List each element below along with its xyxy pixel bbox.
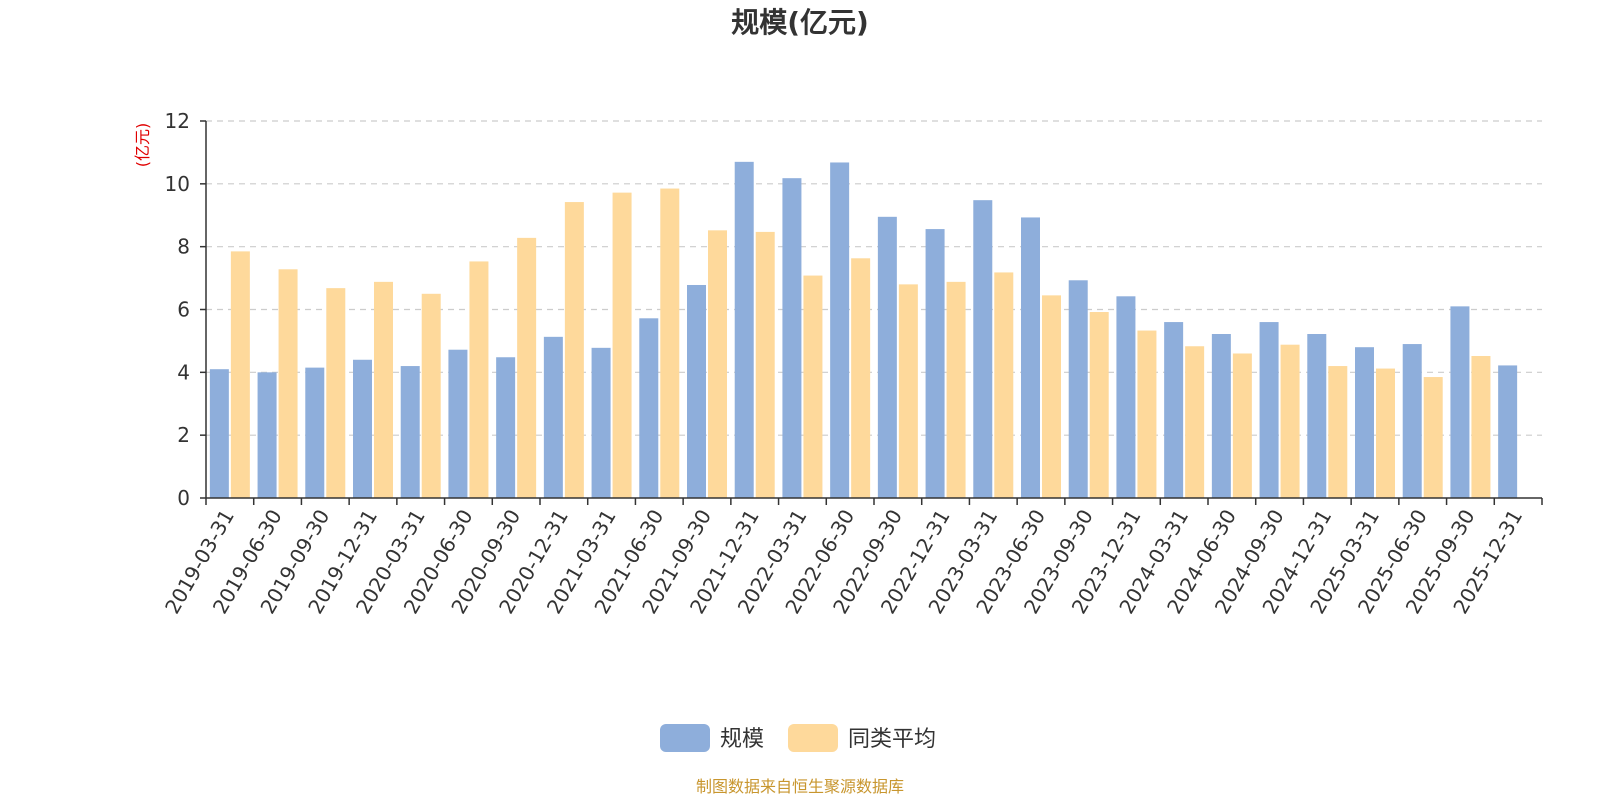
bar-scale-2019-06-30[interactable] <box>257 372 277 498</box>
bar-scale-2025-06-30[interactable] <box>1402 344 1422 498</box>
bar-category-average-2023-03-31[interactable] <box>994 272 1014 498</box>
bar-scale-2022-06-30[interactable] <box>830 162 850 498</box>
bar-category-average-2025-09-30[interactable] <box>1471 355 1491 498</box>
bar-scale-2021-06-30[interactable] <box>639 318 659 498</box>
bar-category-average-2025-03-31[interactable] <box>1376 368 1395 498</box>
bar-scale-2023-06-30[interactable] <box>1021 217 1040 499</box>
bar-scale-2020-03-31[interactable] <box>400 366 420 498</box>
bar-category-average-2022-12-31[interactable] <box>946 281 966 498</box>
bar-category-average-2019-03-31[interactable] <box>230 251 250 498</box>
legend: 规模 同类平均 <box>660 724 936 752</box>
data-source-note: 制图数据来自恒生聚源数据库 <box>696 777 904 796</box>
y-tick-label: 2 <box>177 423 190 447</box>
y-tick-label: 0 <box>177 486 190 510</box>
bar-scale-2024-03-31[interactable] <box>1164 322 1184 498</box>
bar-category-average-2023-12-31[interactable] <box>1137 330 1157 498</box>
bar-scale-2020-12-31[interactable] <box>543 336 563 498</box>
bar-category-average-2022-09-30[interactable] <box>898 284 918 498</box>
bar-scale-2023-03-31[interactable] <box>973 200 993 499</box>
bar-scale-2025-12-31[interactable] <box>1498 365 1518 498</box>
bar-category-average-2022-03-31[interactable] <box>803 275 823 498</box>
bar-scale-2019-09-30[interactable] <box>305 367 325 498</box>
bar-category-average-2024-06-30[interactable] <box>1232 353 1252 498</box>
bar-category-average-2024-03-31[interactable] <box>1185 346 1205 498</box>
legend-swatch-category-average <box>788 724 838 752</box>
bar-category-average-2019-12-31[interactable] <box>374 281 393 498</box>
bar-scale-2022-12-31[interactable] <box>925 229 945 498</box>
bar-scale-2022-03-31[interactable] <box>782 178 802 498</box>
y-tick-label: 6 <box>177 298 190 322</box>
legend-item-scale[interactable]: 规模 <box>660 724 764 752</box>
bar-category-average-2021-12-31[interactable] <box>755 231 775 499</box>
bar-scale-2020-09-30[interactable] <box>496 357 516 498</box>
y-tick-label: 12 <box>165 109 190 133</box>
bar-scale-2021-12-31[interactable] <box>734 161 754 498</box>
bar-scale-2025-09-30[interactable] <box>1450 306 1470 498</box>
bar-scale-2019-03-31[interactable] <box>209 369 229 498</box>
bar-category-average-2020-03-31[interactable] <box>421 293 441 498</box>
bar-scale-2019-12-31[interactable] <box>353 359 372 498</box>
bar-scale-2023-12-31[interactable] <box>1116 296 1136 498</box>
bar-scale-2022-09-30[interactable] <box>877 216 897 498</box>
legend-label-scale: 规模 <box>720 727 764 752</box>
bar-scale-2024-09-30[interactable] <box>1259 322 1279 498</box>
bar-category-average-2021-03-31[interactable] <box>612 192 632 498</box>
bar-category-average-2021-09-30[interactable] <box>708 230 727 498</box>
bar-scale-2025-03-31[interactable] <box>1355 347 1374 498</box>
y-tick-label: 8 <box>177 235 190 259</box>
bar-category-average-2025-06-30[interactable] <box>1423 377 1443 498</box>
bar-category-average-2023-09-30[interactable] <box>1089 312 1109 498</box>
bar-category-average-2019-09-30[interactable] <box>326 288 346 498</box>
y-tick-label: 4 <box>177 360 190 384</box>
bar-category-average-2024-12-31[interactable] <box>1328 366 1348 498</box>
bar-scale-2024-12-31[interactable] <box>1307 334 1327 498</box>
chart-title: 规模(亿元) <box>731 6 869 39</box>
y-axis-ticks: 0 2 4 6 8 10 12 <box>165 109 206 510</box>
bar-category-average-2020-06-30[interactable] <box>469 261 489 498</box>
bar-category-average-2022-06-30[interactable] <box>851 258 871 498</box>
y-axis-unit-label: (亿元) <box>133 123 152 168</box>
bar-scale-2021-03-31[interactable] <box>591 347 611 498</box>
bar-scale-2023-09-30[interactable] <box>1068 280 1088 498</box>
bar-category-average-2020-09-30[interactable] <box>517 237 537 498</box>
bars <box>209 161 1518 499</box>
bar-scale-2020-06-30[interactable] <box>448 349 468 498</box>
bar-category-average-2023-06-30[interactable] <box>1042 295 1061 498</box>
bar-scale-2024-06-30[interactable] <box>1211 334 1231 498</box>
bar-scale-2021-09-30[interactable] <box>687 284 706 498</box>
x-axis-ticks: 2019-03-312019-06-302019-09-302019-12-31… <box>160 498 1543 618</box>
bar-category-average-2024-09-30[interactable] <box>1280 344 1300 498</box>
y-tick-label: 10 <box>165 172 190 196</box>
legend-item-category-average[interactable]: 同类平均 <box>788 724 936 752</box>
legend-label-category-average: 同类平均 <box>848 727 936 752</box>
bar-category-average-2020-12-31[interactable] <box>564 202 584 498</box>
legend-swatch-scale <box>660 724 710 752</box>
bar-category-average-2021-06-30[interactable] <box>660 188 680 498</box>
bar-category-average-2019-06-30[interactable] <box>278 269 298 498</box>
